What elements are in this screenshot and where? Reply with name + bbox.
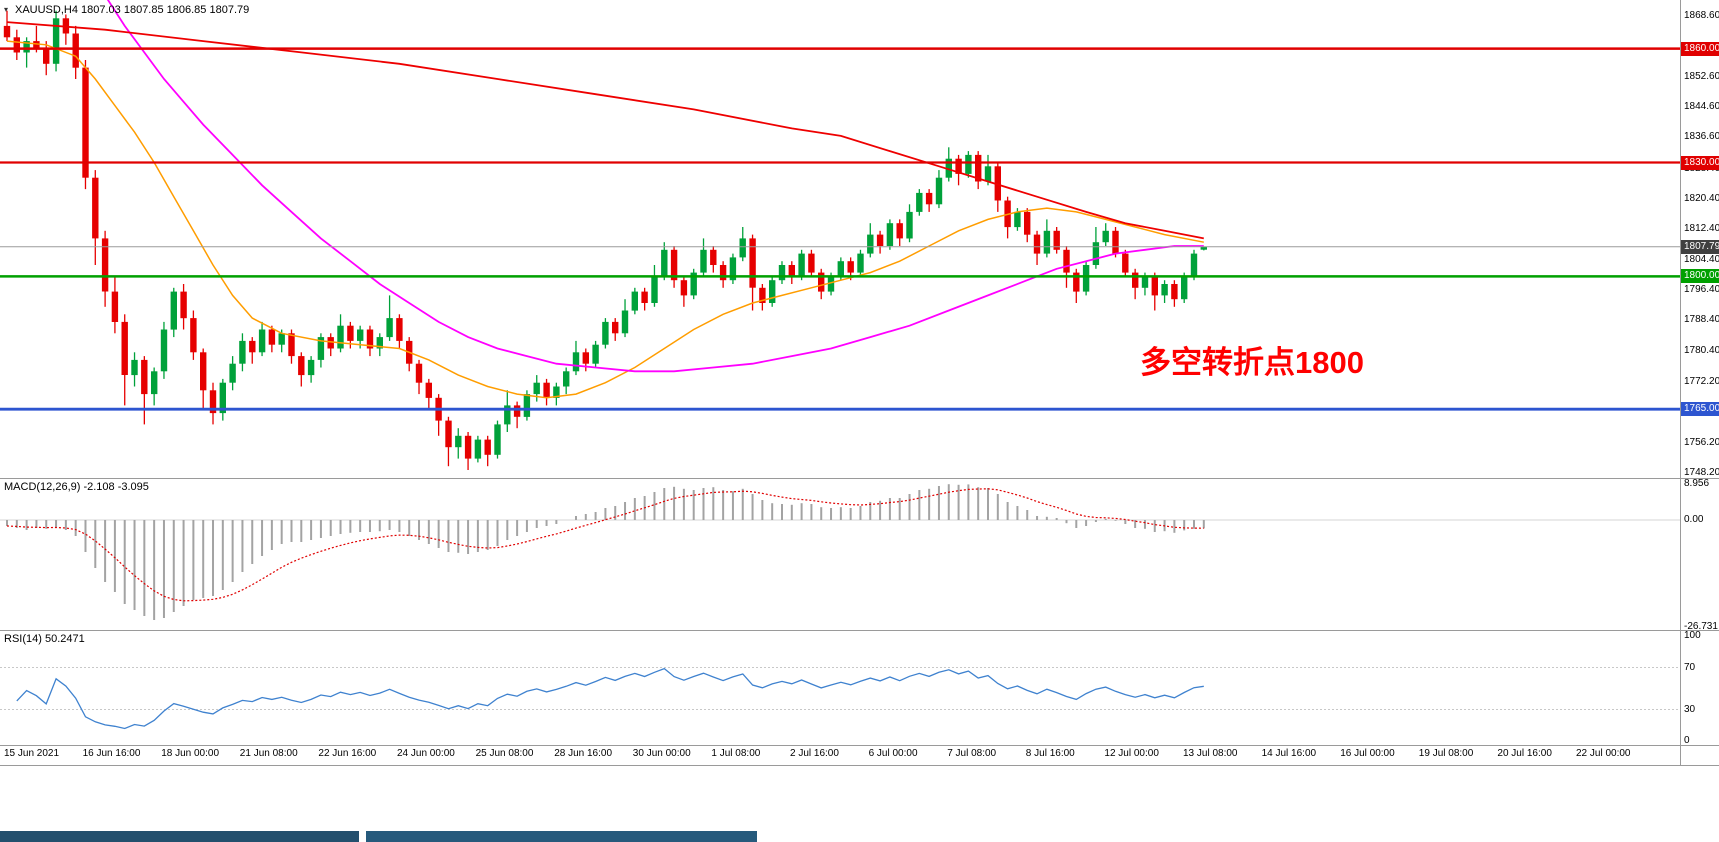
price-tick-label: 1756.20	[1684, 436, 1719, 448]
time-tick-label: 12 Jul 00:00	[1104, 748, 1159, 759]
chart-menu-arrow-icon[interactable]: ▾	[4, 5, 9, 14]
time-tick-label: 14 Jul 16:00	[1261, 748, 1317, 759]
ma-mid-magenta	[106, 0, 1204, 373]
price-tick-label: 1796.40	[1684, 284, 1719, 296]
separator-macd-rsi[interactable]	[0, 630, 1719, 631]
separator-rsi-timeaxis	[0, 745, 1719, 746]
macd-tick-label: -26.731	[1684, 620, 1718, 632]
separator-main-macd[interactable]	[0, 478, 1719, 479]
price-tick-label: 1748.20	[1684, 467, 1719, 478]
time-tick-label: 20 Jul 16:00	[1497, 748, 1552, 759]
rsi-tick-label: 100	[1684, 630, 1701, 641]
price-badge: 1830.00	[1681, 155, 1719, 170]
price-badge: 1800.00	[1681, 269, 1719, 284]
time-tick-label: 13 Jul 08:00	[1183, 748, 1238, 759]
time-tick-label: 2 Jul 16:00	[790, 748, 839, 759]
time-tick-label: 15 Jun 2021	[4, 748, 60, 759]
time-tick-label: 8 Jul 16:00	[1025, 748, 1075, 759]
time-tick-label: 28 Jun 16:00	[554, 748, 613, 759]
time-tick-label: 19 Jul 08:00	[1418, 748, 1474, 759]
rsi-tick-label: 0	[1684, 735, 1690, 746]
time-tick-label: 25 Jun 08:00	[475, 748, 534, 759]
ma-slow-red	[6, 21, 1204, 240]
annotation-text: 多空转折点1800	[1140, 345, 1364, 380]
time-tick-label: 7 Jul 08:00	[947, 748, 997, 759]
main-chart-canvas[interactable]	[0, 0, 1680, 478]
price-tick-label: 1820.40	[1684, 192, 1719, 204]
price-tick-label: 1852.60	[1684, 70, 1719, 82]
time-tick-label: 16 Jun 16:00	[82, 748, 141, 759]
price-tick-label: 1868.60	[1684, 10, 1719, 21]
rsi-line	[16, 667, 1204, 730]
chart-bottom-border	[0, 765, 1719, 766]
price-tick-label: 1804.40	[1684, 253, 1719, 265]
price-badge: 1860.00	[1681, 41, 1719, 56]
minimized-window-bar-2[interactable]	[366, 831, 757, 842]
ma-fast-orange	[6, 40, 1204, 399]
candles-layer	[3, 10, 1207, 470]
time-tick-label: 21 Jun 08:00	[239, 748, 298, 759]
macd-label: MACD(12,26,9) -2.108 -3.095	[4, 481, 149, 493]
time-tick-label: 30 Jun 00:00	[632, 748, 691, 759]
macd-tick-label: 0.00	[1684, 514, 1704, 525]
rsi-panel-canvas[interactable]	[0, 631, 1680, 745]
time-tick-label: 22 Jul 00:00	[1576, 748, 1631, 759]
price-tick-label: 1812.40	[1684, 223, 1719, 235]
price-tick-label: 1844.60	[1684, 101, 1719, 113]
time-tick-label: 18 Jun 00:00	[161, 748, 220, 759]
time-tick-label: 1 Jul 08:00	[711, 748, 761, 759]
macd-histogram	[6, 484, 1205, 620]
rsi-label: RSI(14) 50.2471	[4, 633, 85, 645]
price-tick-label: 1836.60	[1684, 131, 1719, 143]
price-badge: 1765.00	[1681, 402, 1719, 417]
macd-tick-label: 8.956	[1684, 478, 1710, 490]
time-axis[interactable]: 15 Jun 2021 16 Jun 16:00 18 Jun 00:00 21 Ju…	[0, 746, 1680, 764]
time-tick-label: 6 Jul 00:00	[868, 748, 918, 759]
time-tick-label: 16 Jul 00:00	[1340, 748, 1395, 759]
rsi-tick-label: 30	[1684, 703, 1696, 715]
rsi-tick-label: 70	[1684, 661, 1696, 673]
time-tick-label: 22 Jun 16:00	[318, 748, 377, 759]
symbol-ohlc-label: XAUUSD,H4 1807.03 1807.85 1806.85 1807.7…	[15, 4, 250, 16]
price-axis-border	[1680, 0, 1681, 765]
time-tick-label: 24 Jun 00:00	[397, 748, 455, 759]
price-tick-label: 1788.40	[1684, 314, 1719, 326]
price-tick-label: 1772.20	[1684, 375, 1719, 387]
price-tick-label: 1780.40	[1684, 344, 1719, 356]
macd-signal-line	[6, 488, 1204, 602]
minimized-window-bar-1[interactable]	[0, 831, 359, 842]
macd-panel-canvas[interactable]	[0, 479, 1680, 630]
price-badge: 1807.79	[1681, 239, 1719, 254]
price-axis[interactable]: 1868.601852.601844.601836.601828.401820.…	[1681, 0, 1719, 765]
